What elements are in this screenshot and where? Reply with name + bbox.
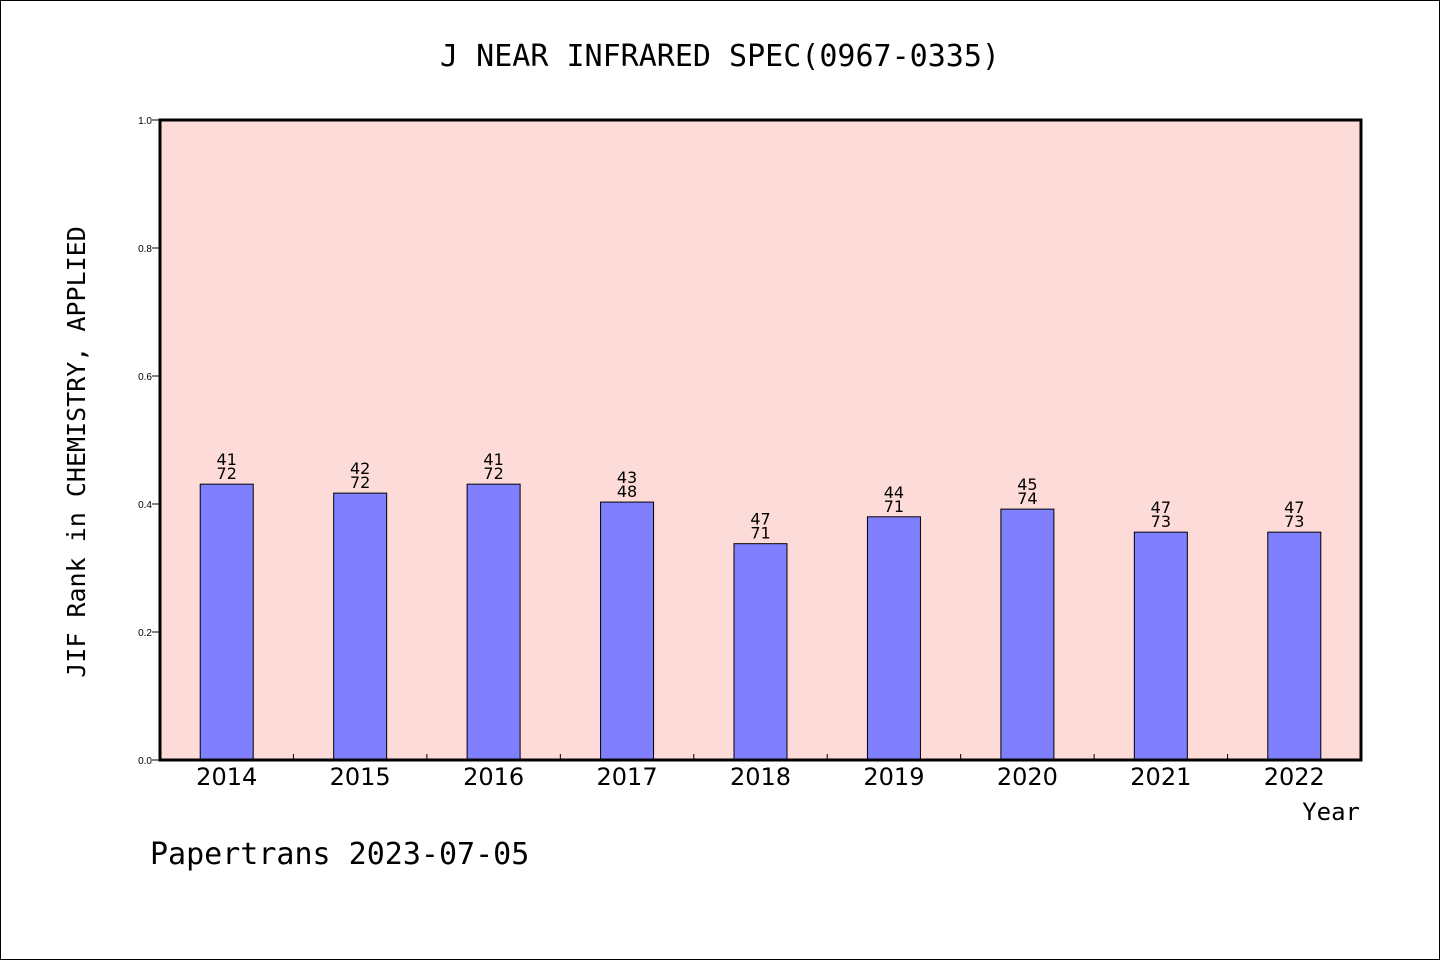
bar-2018	[733, 543, 788, 761]
bar-label-rank: 41	[217, 450, 237, 469]
y-tick-label: 1.0	[138, 116, 152, 127]
bar-label-total: 72	[350, 473, 370, 492]
bar-label-total: 71	[750, 524, 770, 543]
y-tick-label: 0.2	[138, 628, 152, 639]
x-tick-label: 2015	[330, 763, 391, 791]
bar-label-total: 72	[483, 464, 503, 483]
bar-2020	[1000, 508, 1055, 761]
plot-border	[158, 118, 1363, 762]
bar-2014	[199, 483, 254, 761]
bar-label-total: 74	[1017, 489, 1037, 508]
bar-label-rank: 47	[1284, 498, 1304, 517]
x-tick-label: 2021	[1130, 763, 1191, 791]
x-tick-label: 2019	[863, 763, 924, 791]
chart-title: J NEAR INFRARED SPEC(0967-0335)	[440, 39, 1000, 74]
bar-2015	[333, 492, 388, 761]
x-tick-label: 2017	[597, 763, 658, 791]
x-tick-label: 2020	[997, 763, 1058, 791]
y-axis-label: JIF Rank in CHEMISTRY, APPLIED	[62, 226, 91, 678]
bar-label-rank: 44	[884, 483, 904, 502]
x-tick-label: 2018	[730, 763, 791, 791]
bar-label-rank: 47	[750, 510, 770, 529]
bar-label-total: 48	[617, 482, 637, 501]
y-tick-label: 0.4	[138, 500, 152, 511]
x-tick-label: 2014	[196, 763, 257, 791]
bar-label-rank: 45	[1017, 475, 1037, 494]
bar-2016	[466, 483, 521, 761]
bar-2022	[1267, 531, 1322, 761]
x-tick-label: 2022	[1264, 763, 1325, 791]
bar-label-total: 71	[884, 497, 904, 516]
bar-label-total: 73	[1151, 512, 1171, 531]
footer-text: Papertrans 2023-07-05	[150, 837, 529, 872]
bar-label-rank: 47	[1151, 498, 1171, 517]
bar-2021	[1133, 531, 1188, 761]
y-tick-label: 0.8	[138, 244, 152, 255]
bar-label-rank: 41	[483, 450, 503, 469]
x-tick-label: 2016	[463, 763, 524, 791]
y-tick-label: 0.0	[138, 756, 152, 767]
x-axis-label: Year	[1302, 798, 1360, 826]
bar-2019	[866, 516, 921, 761]
bar-2017	[600, 501, 655, 761]
bar-label-rank: 42	[350, 459, 370, 478]
bar-label-total: 73	[1284, 512, 1304, 531]
bar-label-rank: 43	[617, 468, 637, 487]
bar-label-total: 72	[217, 464, 237, 483]
y-tick-label: 0.6	[138, 372, 152, 383]
